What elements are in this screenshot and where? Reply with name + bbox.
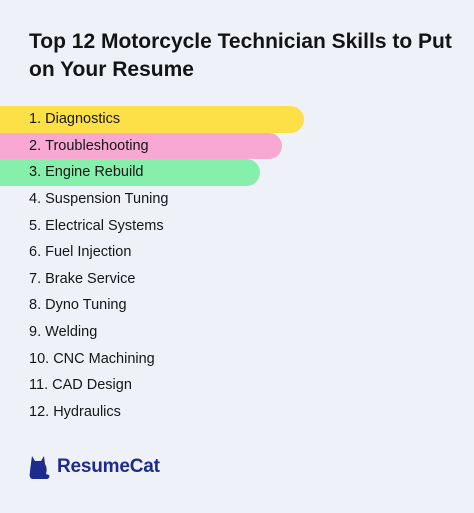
skill-number: 9 — [29, 324, 45, 340]
skill-label: Engine Rebuild — [45, 164, 144, 181]
skill-label: Troubleshooting — [45, 137, 149, 154]
skill-number: 8 — [29, 297, 45, 313]
skill-item: 1 Diagnostics — [0, 106, 304, 133]
skill-number: 5 — [29, 218, 45, 234]
skill-label: Electrical Systems — [45, 217, 164, 234]
skill-label: Suspension Tuning — [45, 191, 169, 208]
skill-number: 2 — [29, 138, 45, 154]
skill-item: 6 Fuel Injection — [0, 239, 474, 266]
skill-number: 3 — [29, 164, 45, 180]
skills-list: 1 Diagnostics 2 Troubleshooting 3 Engine… — [0, 106, 474, 425]
cat-icon — [28, 453, 50, 481]
skill-item: 8 Dyno Tuning — [0, 292, 474, 319]
skill-label: Hydraulics — [53, 403, 121, 420]
skill-label: Welding — [45, 324, 98, 341]
skill-item: 3 Engine Rebuild — [0, 159, 260, 186]
brand-logo: ResumeCat — [28, 452, 160, 482]
skill-label: Dyno Tuning — [45, 297, 127, 314]
skill-label: CAD Design — [52, 377, 132, 394]
skill-label: Fuel Injection — [45, 244, 132, 261]
skill-label: Brake Service — [45, 270, 136, 287]
skill-item: 11 CAD Design — [0, 372, 474, 399]
skill-number: 10 — [29, 351, 53, 367]
skill-item: 9 Welding — [0, 319, 474, 346]
skill-label: Diagnostics — [45, 111, 121, 128]
page-title: Top 12 Motorcycle Technician Skills to P… — [29, 30, 452, 81]
skill-label: CNC Machining — [53, 350, 155, 367]
skill-item: 2 Troubleshooting — [0, 132, 282, 160]
skill-number: 7 — [29, 271, 45, 287]
skill-number: 12 — [29, 404, 53, 420]
skill-item: 4 Suspension Tuning — [0, 186, 474, 213]
skill-item: 12 Hydraulics — [0, 399, 474, 426]
skill-number: 1 — [29, 111, 45, 127]
skill-item: 10 CNC Machining — [0, 345, 474, 372]
skill-item: 5 Electrical Systems — [0, 212, 474, 239]
skill-item: 7 Brake Service — [0, 266, 474, 293]
skill-number: 11 — [29, 377, 52, 393]
skill-number: 4 — [29, 191, 45, 207]
brand-name: ResumeCat — [57, 456, 160, 477]
skill-number: 6 — [29, 244, 45, 260]
